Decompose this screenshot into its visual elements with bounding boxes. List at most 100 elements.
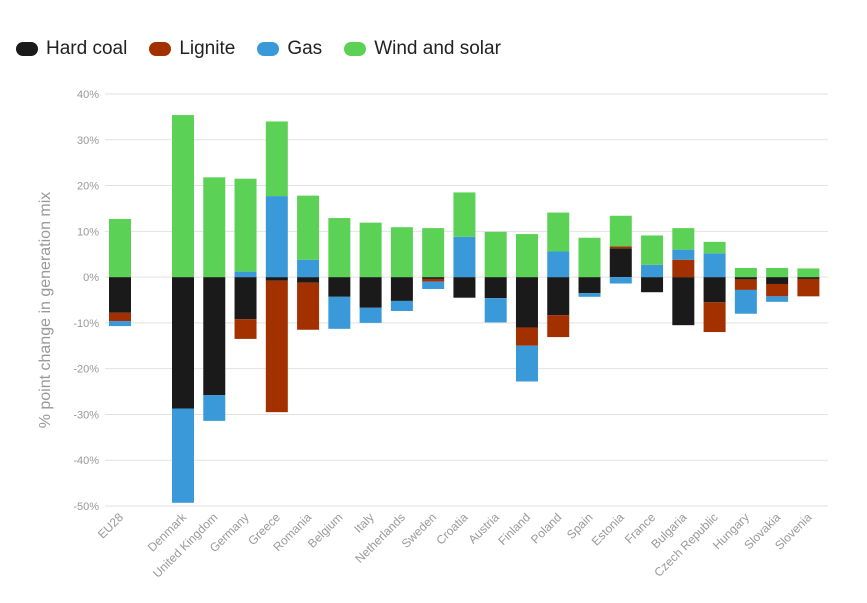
bar-segment [578,293,601,297]
y-tick-label: -20% [73,364,99,376]
bar-segment [422,281,445,290]
legend-label: Gas [287,38,323,59]
legend-swatch [344,42,367,56]
bar-segment [609,215,632,247]
bar-segment [109,312,131,322]
bar-segment [766,296,789,302]
bar-segment [422,277,445,279]
bar-segment [234,178,257,272]
x-category-label: Austria [466,510,503,547]
bar-segment [297,282,320,330]
bar-segment [578,237,601,278]
y-tick-label: 10% [77,226,99,238]
bar-segment [641,277,664,293]
bar-segment [703,277,726,303]
bar-segment [547,315,570,338]
bar-segment [797,277,820,279]
y-tick-label: 0% [83,272,99,284]
bar-segment [578,277,601,294]
bar-segment [484,298,507,323]
y-tick-label: 30% [77,135,99,147]
bar-segment [172,115,194,278]
x-category-label: Finland [495,510,533,548]
bar-segment [515,327,538,346]
legend-swatch [149,42,172,56]
bar-segment [484,231,507,278]
bar-segment [297,277,320,283]
y-axis-title: % point change in generation mix [37,192,54,429]
bar-segment [484,277,507,299]
bar-segment [203,177,226,278]
bar-segment [359,307,382,323]
legend-swatch [257,42,280,56]
legend-label: Hard coal [46,38,128,59]
bar-segment [515,277,538,328]
bar-segment [203,277,226,396]
bar-segment [672,259,695,278]
bar-segment [234,277,257,320]
bar-segment [734,289,757,314]
bar-segment [265,277,288,281]
legend-item[interactable]: Wind and solar [344,38,501,60]
bar-segment [703,241,726,254]
x-category-label: Belgium [305,510,346,551]
bar-segment [265,280,288,413]
bar-segment [109,321,131,327]
bar-segment [703,253,726,278]
bar-segment [390,277,413,301]
legend-item[interactable]: Lignite [149,38,235,60]
bar-segment [734,267,757,278]
bar-segment [672,249,695,260]
bar-segment [359,277,382,308]
bar-segment [515,345,538,382]
bar-segment [265,121,288,197]
legend: Hard coal Lignite Gas Wind and solar [16,38,523,60]
x-category-label: Croatia [433,510,470,547]
bar-segment [234,319,257,339]
bar-segment [547,251,570,278]
bar-segment [203,395,226,421]
bar-segment [703,302,726,333]
bar-segment [453,277,476,298]
bar-segment [109,218,131,278]
y-tick-label: -30% [73,409,99,421]
bar-segment [641,264,664,278]
bar-segment [109,277,131,313]
bar-segment [453,192,476,237]
bar-segment [766,277,789,284]
bar-segment [672,277,695,326]
legend-item[interactable]: Gas [257,38,322,60]
x-category-label: Sweden [399,510,440,551]
x-category-label: Poland [528,510,564,546]
x-category-label: EU28 [95,510,126,541]
bar-segment [172,408,194,503]
bar-segment [234,271,257,278]
bar-segment [390,300,413,311]
bar-segment [734,279,757,290]
bar-segment [297,195,320,260]
x-category-label: Italy [351,510,376,535]
legend-swatch [16,42,38,56]
bar-segment [609,248,632,278]
bar-segment [422,278,445,282]
bar-segment [328,277,351,297]
bar-segment [328,218,351,278]
y-tick-label: -50% [73,501,99,513]
y-tick-label: 20% [77,181,99,193]
legend-label: Wind and solar [374,38,501,59]
legend-item[interactable]: Hard coal [16,38,127,60]
bar-segment [515,234,538,278]
x-category-label: Estonia [589,510,627,548]
bar-segment [172,277,194,409]
bar-segment [797,268,820,278]
bar-segment [734,277,757,280]
bar-segment [265,196,288,278]
bar-segment [641,235,664,265]
bar-segment [609,246,632,249]
bar-segment [547,277,570,316]
y-tick-label: -10% [73,318,99,330]
y-tick-label: -40% [73,455,99,467]
bar-segment [328,296,351,329]
bar-segment [297,259,320,278]
